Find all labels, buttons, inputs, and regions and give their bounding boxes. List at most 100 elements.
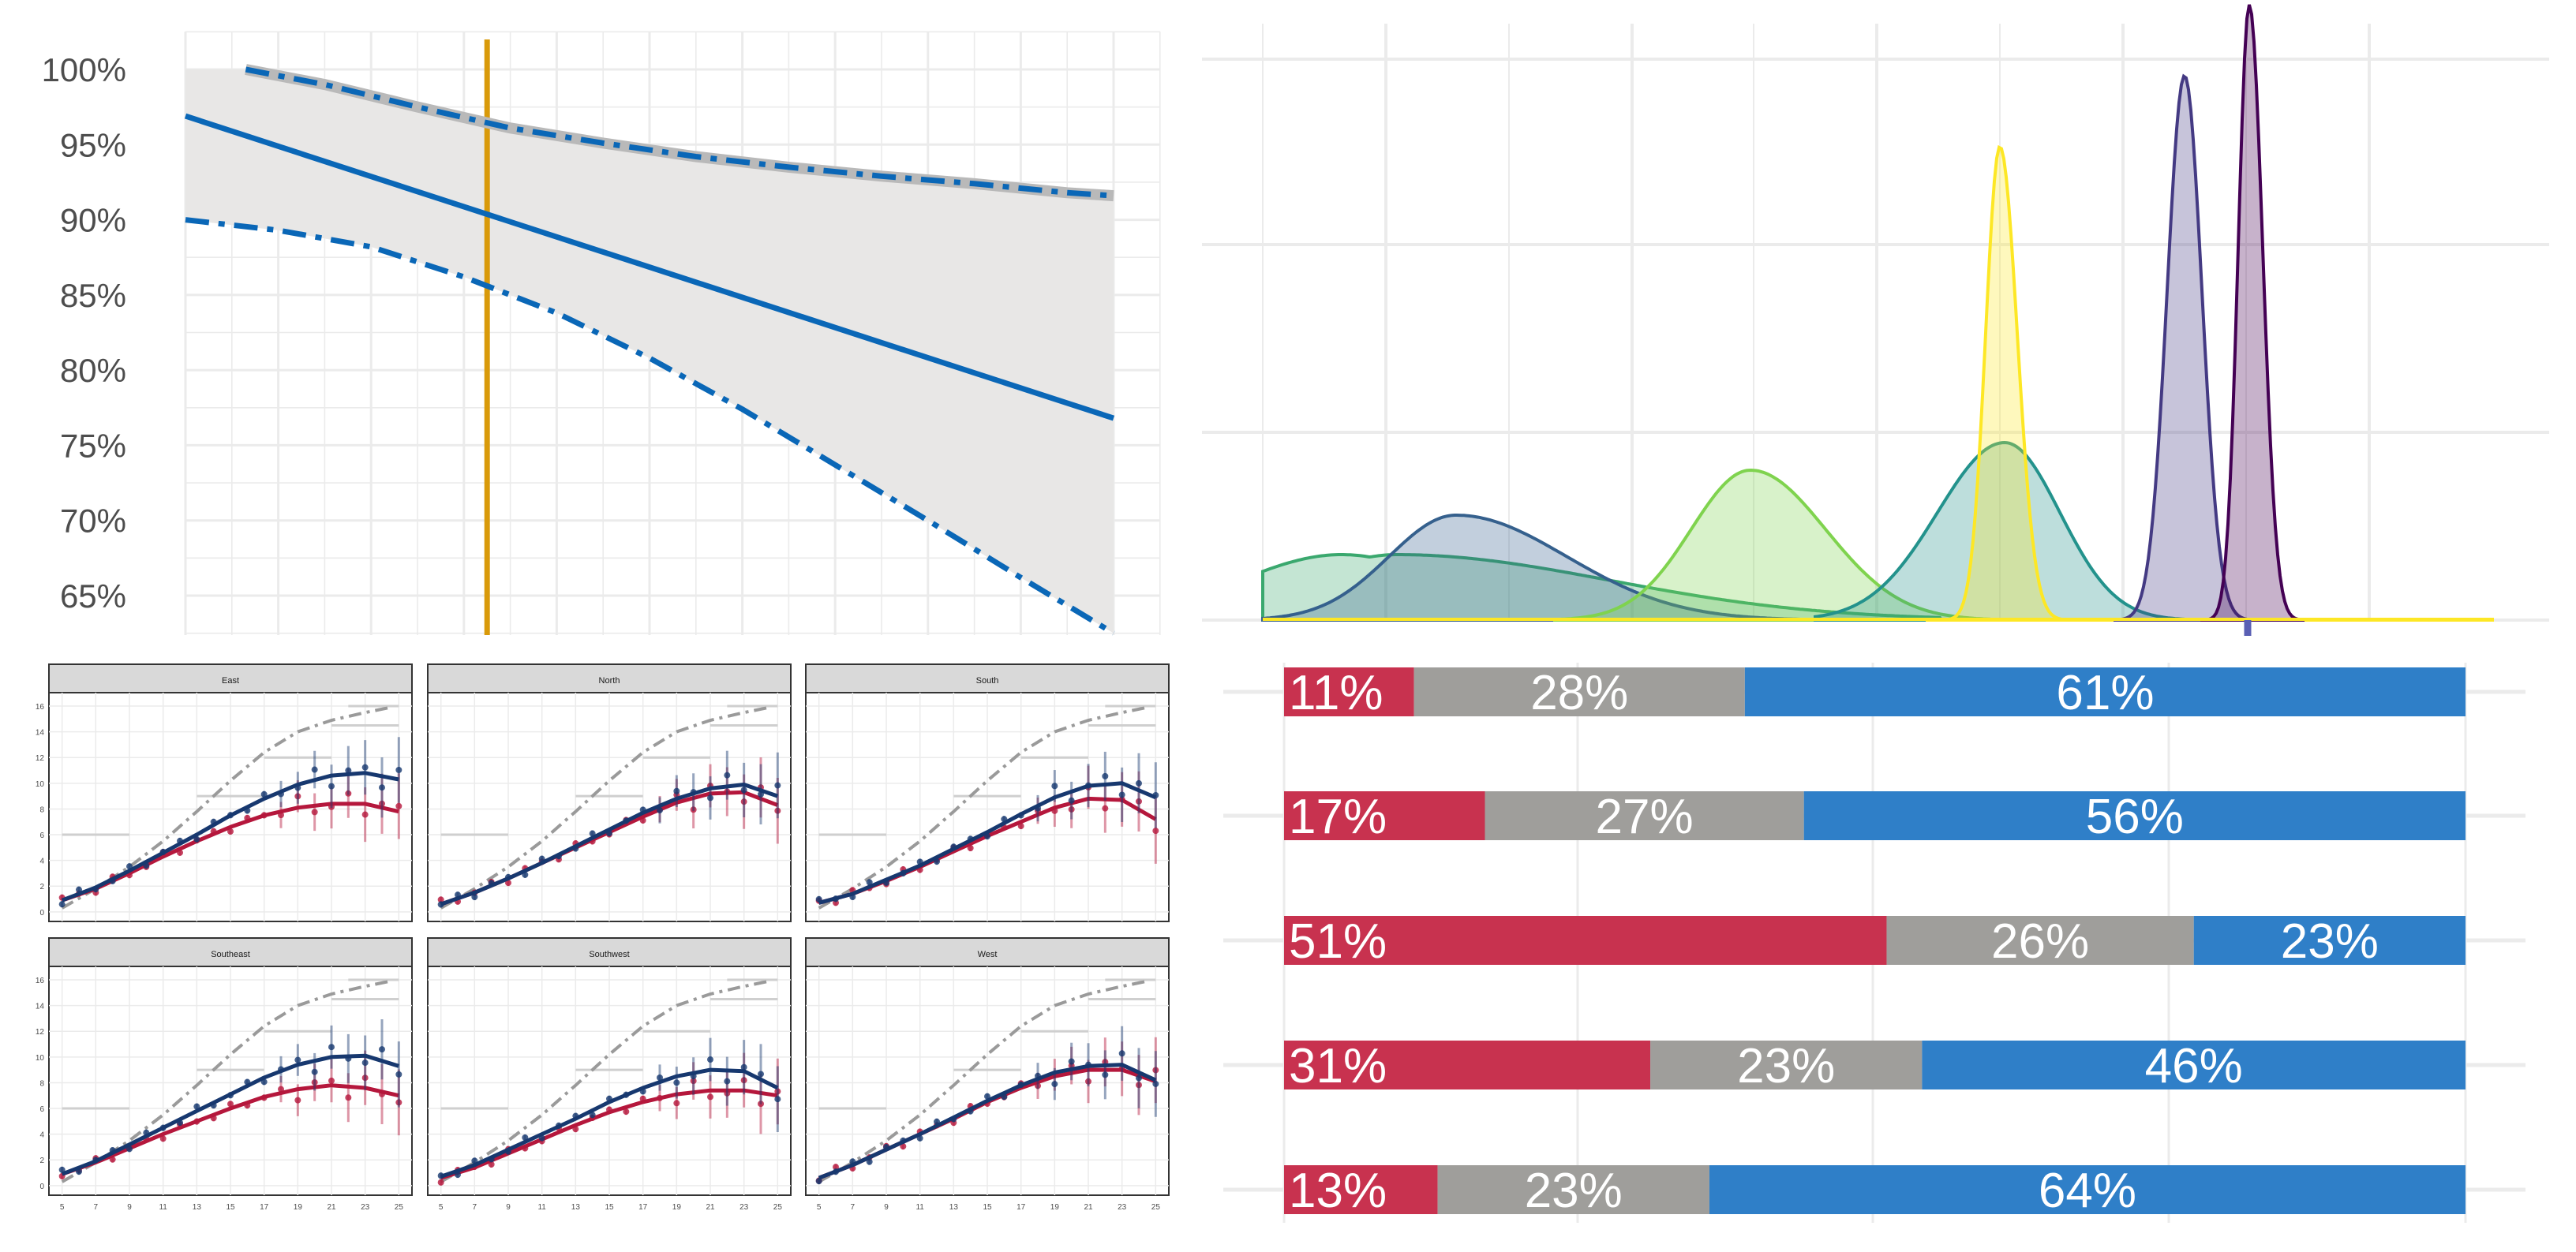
bar-segment-label: 23% (1737, 1039, 1835, 1093)
data-point (311, 1068, 318, 1075)
x-tick-label: 15 (605, 1203, 614, 1212)
data-point (673, 1100, 680, 1107)
x-tick-label: 13 (949, 1203, 959, 1212)
data-point (1051, 783, 1058, 790)
data-point (673, 787, 680, 794)
x-tick-label: 15 (983, 1203, 992, 1212)
x-tick-label: 19 (672, 1203, 682, 1212)
x-tick-label: 13 (193, 1203, 202, 1212)
x-tick-label: 19 (294, 1203, 303, 1212)
data-point (505, 880, 511, 887)
bar-segment-label: 28% (1530, 666, 1628, 720)
data-point (740, 1063, 747, 1071)
fitted-curve (440, 783, 779, 906)
x-tick-label: 23 (1118, 1203, 1127, 1212)
bar-segment (1744, 667, 2466, 716)
data-point (1118, 791, 1125, 798)
data-point (437, 1179, 444, 1186)
y-tick-label: 4 (39, 858, 44, 866)
bar-segment (1803, 791, 2466, 840)
data-point (740, 787, 747, 794)
bar-segment (1413, 667, 1745, 716)
y-tick-label: 6 (39, 1105, 44, 1114)
data-point (1085, 1078, 1091, 1085)
data-point (774, 1096, 781, 1103)
data-point (395, 1071, 402, 1078)
data-point (345, 1094, 352, 1101)
data-point (740, 1077, 747, 1084)
x-tick-label: 11 (915, 1203, 924, 1212)
y-tick-label: 12 (36, 754, 45, 763)
density-curve (2200, 4, 2305, 622)
x-tick-label: 25 (773, 1203, 783, 1212)
bar-segment-label: 17% (1289, 790, 1387, 844)
data-point (1051, 1081, 1058, 1088)
y-tick-label: 90% (60, 202, 126, 239)
data-point (1152, 1067, 1159, 1074)
central-estimate-line (184, 113, 1115, 421)
facet-title: South (976, 676, 999, 686)
data-point (395, 1099, 402, 1106)
facet-title: Southeast (211, 950, 250, 959)
data-point (227, 1101, 234, 1108)
data-point (1068, 805, 1075, 813)
data-point (1102, 1071, 1109, 1078)
data-point (657, 807, 663, 814)
x-tick-label: 17 (1017, 1203, 1026, 1212)
data-point (866, 879, 873, 886)
data-point (395, 802, 402, 809)
x-tick-label: 19 (1050, 1203, 1060, 1212)
data-point (379, 800, 385, 807)
data-point (379, 1046, 385, 1053)
facet-strip (48, 663, 413, 693)
bar-segment-label: 11% (1289, 666, 1383, 720)
x-tick-label: 9 (506, 1203, 511, 1212)
data-point (707, 1056, 713, 1063)
x-tick-label: 13 (571, 1203, 581, 1212)
data-point (833, 1164, 839, 1171)
fitted-curve (61, 1053, 400, 1176)
data-point (294, 1097, 301, 1104)
reference-dashdot-line (818, 705, 1148, 910)
data-point (328, 1077, 335, 1084)
data-point (379, 784, 385, 791)
bar-segment-label: 61% (2056, 666, 2154, 720)
facet-strip (805, 937, 1170, 967)
reference-dashdot-line (440, 705, 770, 910)
x-tick-label: 23 (739, 1203, 749, 1212)
fitted-curve (61, 771, 399, 903)
facet-title: Southwest (589, 950, 629, 959)
y-tick-label: 12 (36, 1028, 45, 1037)
x-tick-label: 7 (851, 1203, 856, 1212)
lower-bound-line (185, 217, 1115, 636)
bar-segment (1886, 916, 2194, 965)
y-tick-label: 8 (39, 1079, 44, 1088)
bar-segment (1284, 667, 1414, 716)
bar-segment (1485, 791, 1804, 840)
y-tick-label: 2 (39, 1157, 44, 1165)
y-tick-label: 95% (60, 126, 126, 163)
facet-title: East (222, 676, 239, 686)
data-point (311, 1078, 318, 1086)
x-tick-label: 7 (94, 1203, 99, 1212)
x-tick-label: 5 (439, 1203, 444, 1212)
data-point (815, 1178, 822, 1185)
data-point (1136, 1082, 1142, 1089)
data-point (724, 1078, 731, 1085)
density-curve (1814, 440, 2211, 622)
reference-dashdot-line (440, 979, 770, 1183)
bar-segment (1284, 1165, 1438, 1214)
bar-segment (1922, 1041, 2466, 1089)
y-tick-label: 75% (60, 427, 126, 464)
data-point (361, 1060, 369, 1067)
data-point (1136, 1074, 1142, 1082)
x-tick-label: 5 (60, 1203, 65, 1212)
x-tick-label: 5 (817, 1203, 822, 1212)
data-point (623, 1108, 630, 1116)
y-tick-label: 65% (60, 577, 126, 615)
x-tick-label: 17 (260, 1203, 269, 1212)
data-point (1102, 772, 1109, 779)
bar-segment-label: 23% (2281, 914, 2379, 969)
data-point (311, 809, 318, 816)
bar-segment-label: 51% (1289, 914, 1387, 969)
